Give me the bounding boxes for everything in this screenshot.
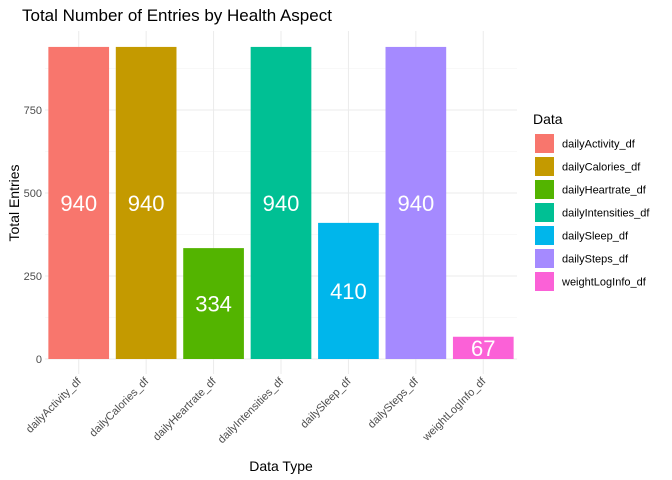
legend-label: dailyIntensities_df [562, 208, 650, 220]
legend-swatch [535, 249, 554, 268]
y-tick-label: 250 [24, 271, 42, 283]
y-axis-title: Total Entries [6, 164, 22, 241]
bar [318, 222, 379, 359]
bar-value-label: 940 [60, 191, 97, 216]
bar [452, 336, 514, 359]
data-labels: 940 940 334 940 410 940 67 [60, 191, 495, 361]
bar [183, 248, 244, 359]
legend-label: weightLogInfo_df [561, 277, 647, 289]
y-tick-label: 750 [24, 105, 42, 117]
legend: Data dailyActivity_df dailyCalories_dfdai… [533, 111, 650, 291]
bar-value-label: 940 [397, 191, 434, 216]
bar-value-label: 410 [330, 279, 367, 304]
legend-swatch [535, 134, 554, 153]
x-tick-label: dailyActivity_df [24, 375, 85, 436]
legend-swatch [535, 157, 554, 176]
legend-swatch [535, 180, 554, 199]
legend-swatch [535, 203, 554, 222]
y-axis-ticks: 0 250 500 750 [24, 105, 42, 366]
bar [115, 46, 177, 360]
x-tick-label: weightLogInfo_df [420, 375, 489, 444]
legend-swatch [535, 226, 554, 245]
legend-label: dailyActivity_df [562, 139, 636, 151]
x-axis-title: Data Type [249, 458, 313, 474]
bar-value-label: 940 [128, 191, 165, 216]
chart-title: Total Number of Entries by Health Aspect [22, 6, 332, 25]
bar [48, 46, 110, 360]
bar [385, 46, 447, 360]
legend-title: Data [533, 111, 563, 127]
x-tick-label: dailyIntensities_df [216, 375, 287, 446]
bar-value-label: 334 [195, 292, 232, 317]
x-axis-ticks: dailyActivity_df dailyCalories_df dailyHea… [24, 375, 489, 446]
bar-value-label: 67 [471, 336, 495, 361]
legend-label: dailySleep_df [562, 231, 629, 243]
x-tick-label: dailyCalories_df [87, 375, 151, 439]
y-tick-label: 0 [36, 354, 42, 366]
x-tick-label: dailySleep_df [298, 375, 354, 431]
x-tick-label: dailyHeartrate_df [151, 375, 219, 443]
bar-value-label: 940 [263, 191, 300, 216]
bar [250, 46, 312, 360]
legend-swatch [535, 272, 554, 291]
legend-label: dailyCalories_df [562, 162, 641, 174]
legend-label: dailySteps_df [562, 254, 629, 266]
x-tick-label: dailySteps_df [366, 375, 422, 431]
bars [48, 46, 514, 360]
legend-label: dailyHeartrate_df [562, 185, 647, 197]
y-tick-label: 500 [24, 188, 42, 200]
